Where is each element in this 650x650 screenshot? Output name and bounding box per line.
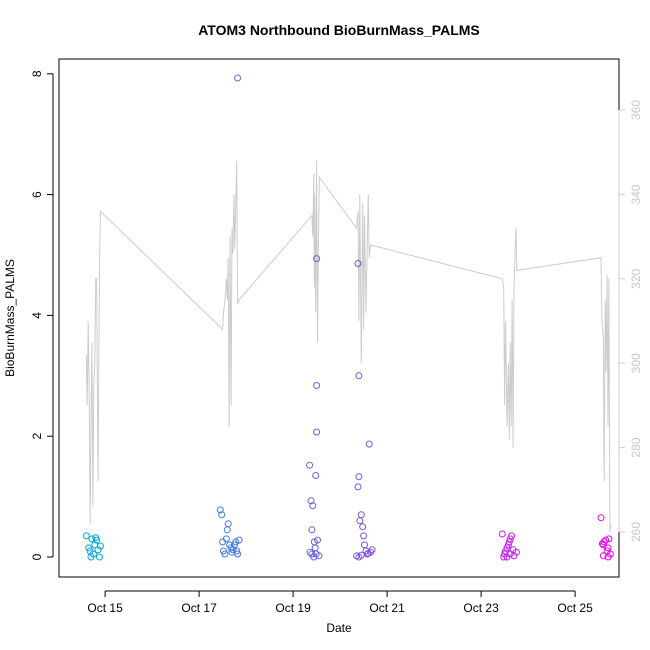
- data-point: [361, 541, 368, 549]
- data-point: [365, 440, 373, 448]
- data-point: [498, 530, 506, 538]
- x-tick-label: Oct 21: [369, 601, 405, 615]
- y-tick-label: 4: [30, 312, 44, 319]
- data-point: [88, 535, 96, 543]
- data-point: [602, 536, 610, 544]
- x-tick-label: Oct 19: [275, 601, 311, 615]
- data-point: [233, 547, 241, 555]
- y-tick-label: 2: [30, 433, 44, 440]
- data-point: [82, 532, 90, 540]
- data-point: [354, 260, 362, 267]
- secondary-y-tick-label: 340: [629, 184, 643, 204]
- data-point: [311, 544, 319, 552]
- data-point: [357, 551, 365, 559]
- x-tick-label: Oct 23: [463, 601, 499, 615]
- data-point: [234, 74, 242, 82]
- data-point: [224, 520, 232, 528]
- data-point: [222, 535, 230, 543]
- secondary-y-tick-label: 300: [629, 353, 643, 373]
- y-axis: 0 2 4 6 8: [30, 70, 54, 560]
- data-point: [314, 536, 321, 544]
- data-point: [216, 506, 224, 514]
- chart-title: ATOM3 Northbound BioBurnMass_PALMS: [198, 22, 480, 38]
- data-point: [306, 548, 314, 556]
- x-tick-label: Oct 17: [181, 601, 217, 615]
- data-point: [96, 553, 103, 561]
- plot-frame: [58, 58, 620, 578]
- data-point: [506, 550, 514, 558]
- data-point: [235, 536, 243, 544]
- data-point: [355, 473, 363, 481]
- data-point: [354, 483, 362, 491]
- data-point: [234, 550, 242, 558]
- data-point: [229, 546, 237, 554]
- data-point: [357, 511, 365, 519]
- secondary-y-tick-label: 260: [629, 522, 643, 542]
- data-point: [508, 532, 516, 540]
- secondary-y-tick-label: 360: [629, 100, 643, 120]
- data-point: [359, 523, 367, 531]
- data-point: [306, 461, 314, 469]
- x-axis: Oct 15 Oct 17 Oct 19 Oct 21 Oct 23 Oct 25: [87, 590, 593, 615]
- data-point: [312, 472, 320, 479]
- data-point: [96, 542, 104, 550]
- y-axis-label: BioBurnMass_PALMS: [3, 259, 17, 377]
- secondary-y-axis: 260 280 300 320 340 360: [618, 100, 643, 542]
- data-point: [89, 550, 97, 558]
- data-point: [221, 550, 229, 558]
- data-point: [355, 372, 363, 380]
- data-point: [368, 546, 376, 554]
- data-point: [364, 549, 372, 557]
- data-point: [313, 255, 321, 263]
- secondary-y-tick-label: 280: [629, 437, 643, 457]
- x-tick-label: Oct 15: [87, 601, 123, 615]
- secondary-series-line: [85, 160, 612, 533]
- data-point: [505, 538, 513, 546]
- data-point: [310, 553, 318, 561]
- secondary-series-polyline: [85, 160, 612, 533]
- data-point: [356, 517, 364, 525]
- data-point: [218, 511, 226, 519]
- data-point: [307, 497, 315, 505]
- data-point: [604, 553, 612, 561]
- data-point: [315, 552, 323, 560]
- data-point: [512, 548, 520, 556]
- data-point: [604, 544, 612, 552]
- y-tick-label: 8: [30, 70, 44, 77]
- data-point: [313, 428, 321, 436]
- data-point: [313, 382, 321, 389]
- data-point: [308, 526, 316, 534]
- x-axis-label: Date: [326, 621, 352, 635]
- data-point: [597, 514, 605, 522]
- secondary-y-tick-label: 320: [629, 268, 643, 288]
- data-point: [232, 538, 240, 546]
- data-point: [223, 526, 231, 534]
- data-point: [309, 502, 317, 510]
- data-point: [510, 552, 518, 560]
- y-tick-label: 6: [30, 191, 44, 198]
- scatter-points: [82, 74, 614, 561]
- x-tick-label: Oct 25: [557, 601, 593, 615]
- data-point: [599, 552, 607, 560]
- data-point: [360, 532, 368, 540]
- data-point: [93, 536, 101, 544]
- data-point: [94, 546, 102, 554]
- y-tick-label: 0: [30, 553, 44, 560]
- data-point: [605, 535, 613, 543]
